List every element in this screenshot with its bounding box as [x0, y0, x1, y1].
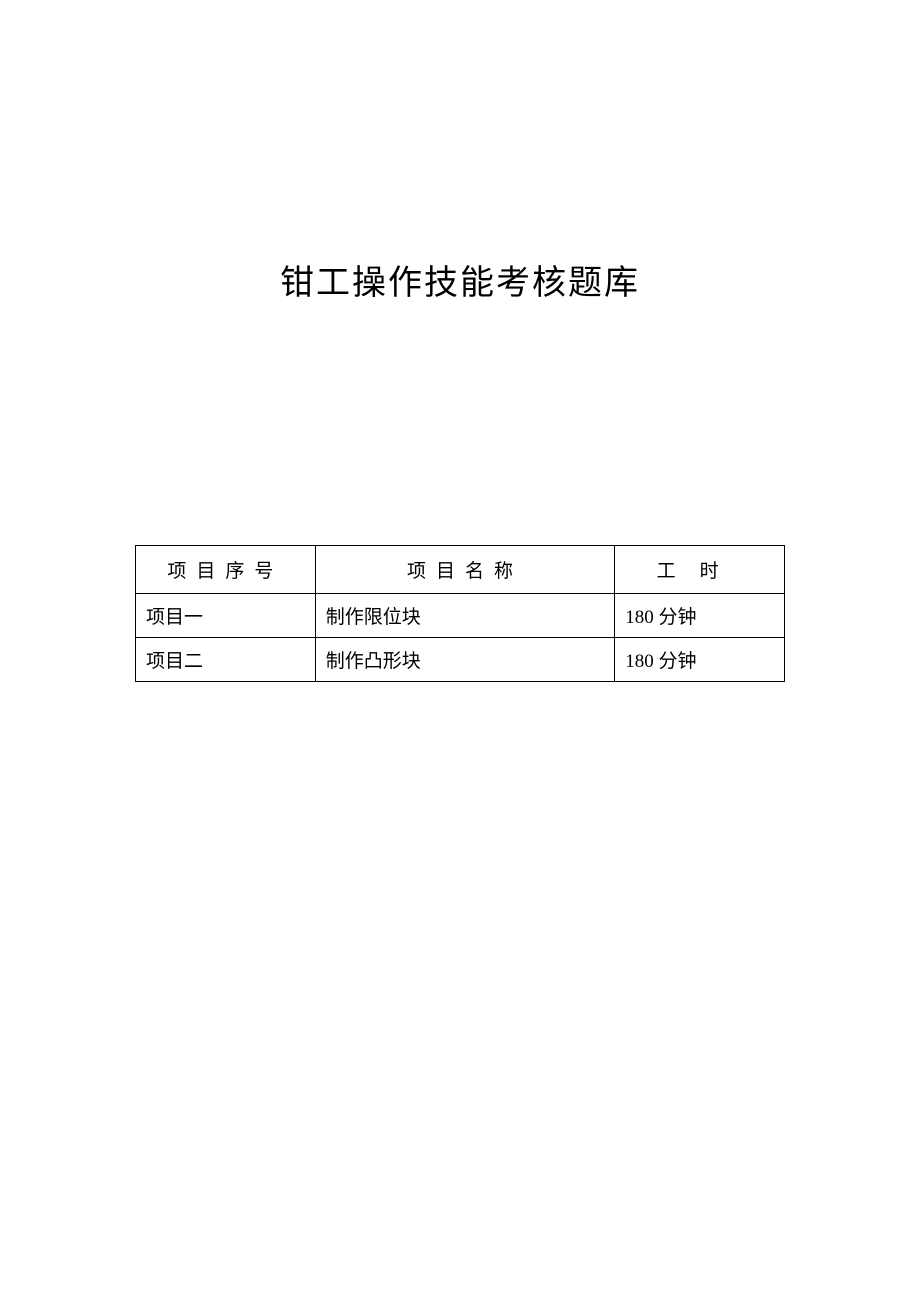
- project-table-container: 项目序号 项目名称 工时 项目一 制作限位块 180 分钟 项目二 制作凸形块 …: [135, 545, 785, 682]
- cell-seq: 项目一: [136, 594, 316, 638]
- page-title: 钳工操作技能考核题库: [0, 255, 920, 304]
- header-seq: 项目序号: [136, 546, 316, 594]
- table-header-row: 项目序号 项目名称 工时: [136, 546, 785, 594]
- cell-name: 制作凸形块: [315, 638, 614, 682]
- project-table: 项目序号 项目名称 工时 项目一 制作限位块 180 分钟 项目二 制作凸形块 …: [135, 545, 785, 682]
- header-name: 项目名称: [315, 546, 614, 594]
- cell-name: 制作限位块: [315, 594, 614, 638]
- table-row: 项目一 制作限位块 180 分钟: [136, 594, 785, 638]
- table-row: 项目二 制作凸形块 180 分钟: [136, 638, 785, 682]
- cell-seq: 项目二: [136, 638, 316, 682]
- header-time: 工时: [615, 546, 785, 594]
- cell-time: 180 分钟: [615, 594, 785, 638]
- cell-time: 180 分钟: [615, 638, 785, 682]
